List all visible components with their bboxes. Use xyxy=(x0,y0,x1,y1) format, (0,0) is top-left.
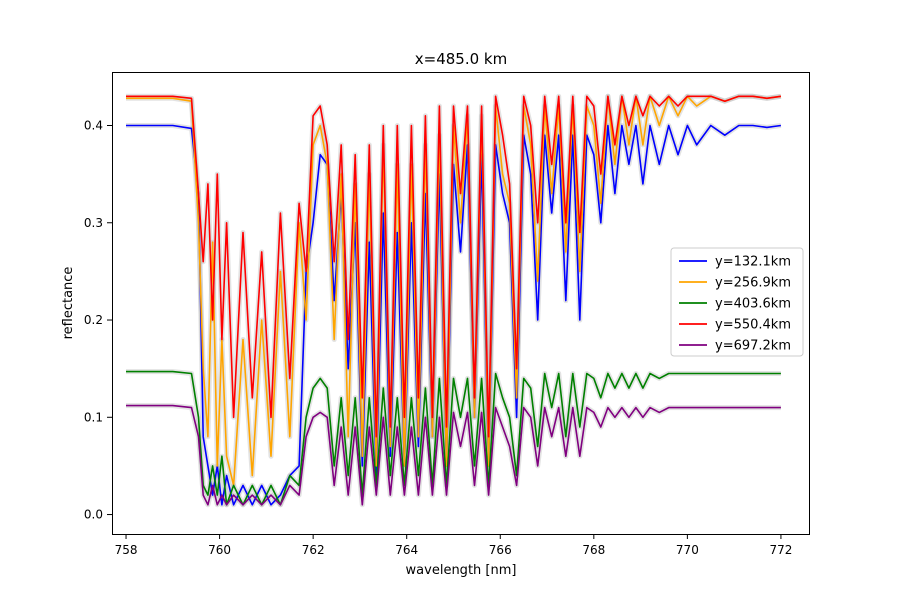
series-lines xyxy=(126,95,782,506)
y-tick-label: 0.2 xyxy=(84,313,103,327)
series-line-4 xyxy=(126,95,782,438)
y-tick-label: 0.3 xyxy=(84,216,103,230)
series-line-5 xyxy=(126,404,781,506)
y-tick-label: 0.4 xyxy=(84,118,103,132)
legend: y=132.1km y=256.9km y=403.6km y=550.4km y=69… xyxy=(670,247,804,357)
x-axis: 758 760 762 764 766 768 770 772 xyxy=(115,534,792,557)
x-tick-label: 768 xyxy=(582,543,605,557)
x-tick-label: 762 xyxy=(302,543,325,557)
x-tick-label: 772 xyxy=(769,543,792,557)
x-axis-label: wavelength [nm] xyxy=(406,563,517,578)
legend-box xyxy=(670,247,804,357)
y-axis: 0.0 0.1 0.2 0.3 0.4 xyxy=(84,118,112,522)
legend-label: y=550.4km xyxy=(715,318,791,333)
x-tick-label: 758 xyxy=(115,543,138,557)
x-tick-label: 770 xyxy=(676,543,699,557)
y-tick-label: 0.1 xyxy=(84,410,103,424)
x-tick-label: 764 xyxy=(395,543,418,557)
y-tick-label: 0.0 xyxy=(84,508,103,522)
y-axis-label: reflectance xyxy=(61,267,76,340)
plot-frame xyxy=(112,72,810,535)
legend-label: y=256.9km xyxy=(715,276,791,291)
x-tick-label: 766 xyxy=(489,543,512,557)
chart-title: x=485.0 km xyxy=(415,50,507,68)
legend-label: y=403.6km xyxy=(715,297,791,312)
x-tick-label: 760 xyxy=(208,543,231,557)
legend-label: y=132.1km xyxy=(715,255,791,270)
legend-label: y=697.2km xyxy=(715,339,791,354)
